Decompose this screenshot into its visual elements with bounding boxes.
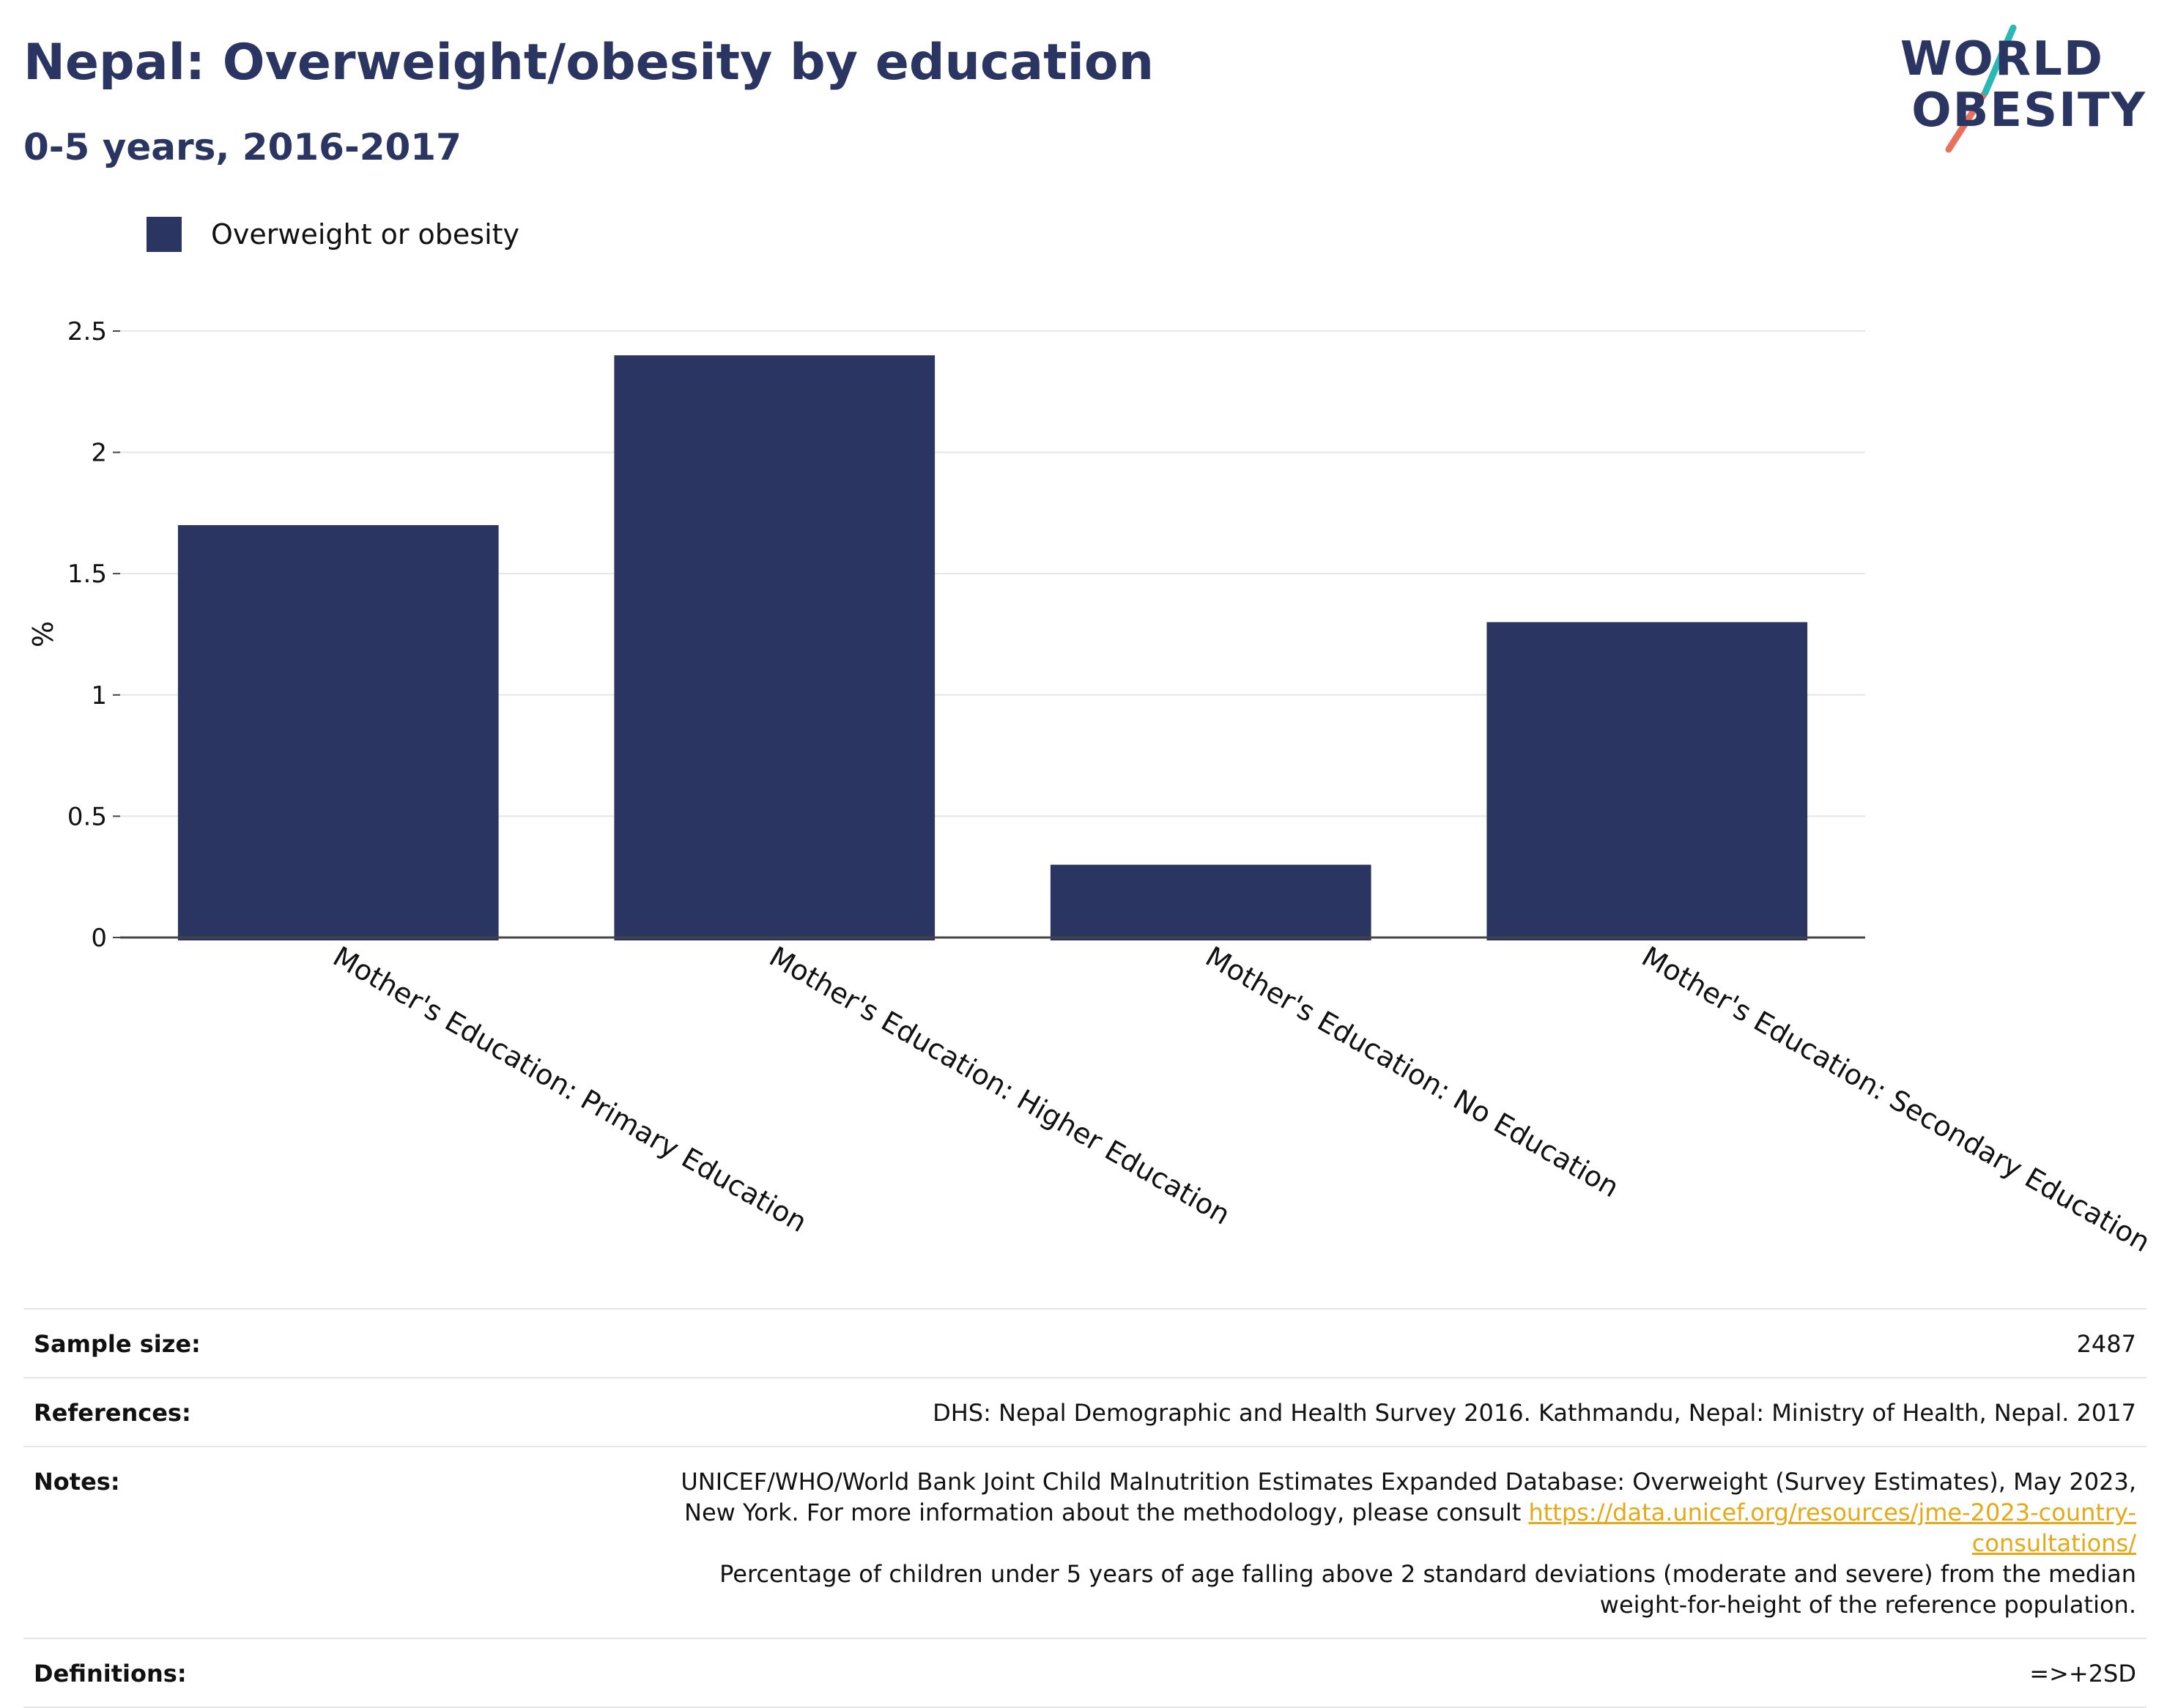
- info-table: Sample size: 2487 References: DHS: Nepal…: [23, 1308, 2146, 1708]
- x-tick-label: Mother's Education: No Education: [1200, 940, 1624, 1204]
- references-label: References:: [34, 1399, 191, 1427]
- y-tick-label: 2: [91, 439, 107, 468]
- notes-text-1: UNICEF/WHO/World Bank Joint Child Malnut…: [681, 1468, 2136, 1526]
- sample-size-label: Sample size:: [34, 1330, 201, 1358]
- y-tick-label: 1.5: [67, 560, 107, 589]
- notes-text-2: Percentage of children under 5 years of …: [719, 1560, 2136, 1619]
- sample-size-value: 2487: [2076, 1330, 2136, 1358]
- definitions-label: Definitions:: [34, 1660, 187, 1687]
- x-tick-label: Mother's Education: Primary Education: [327, 940, 812, 1239]
- bar: [1050, 864, 1371, 940]
- logo-line-1: WORLD: [1900, 32, 2104, 86]
- references-row: References: DHS: Nepal Demographic and H…: [23, 1377, 2146, 1446]
- y-axis-label: %: [27, 621, 59, 647]
- notes-row: Notes: UNICEF/WHO/World Bank Joint Child…: [23, 1446, 2146, 1638]
- x-tick-label: Mother's Education: Secondary Education: [1637, 940, 2156, 1259]
- bar: [1486, 622, 1808, 940]
- y-tick-label: 1: [91, 681, 107, 710]
- notes-value: UNICEF/WHO/World Bank Joint Child Malnut…: [627, 1466, 2136, 1620]
- bar: [614, 355, 936, 940]
- legend-label: Overweight or obesity: [211, 218, 520, 250]
- bar-chart: 0 0.5 1 1.5 2 2.5% Mother's Education: Primary…: [27, 317, 2156, 1259]
- sample-size-row: Sample size: 2487: [23, 1308, 2146, 1377]
- chart-legend: Overweight or obesity: [147, 217, 519, 252]
- logo-line-2: OBESITY: [1911, 83, 2146, 138]
- chart-title: Nepal: Overweight/obesity by education: [23, 34, 1155, 92]
- x-tick-label: Mother's Education: Higher Education: [764, 940, 1236, 1231]
- legend-swatch: [147, 217, 182, 252]
- y-tick-label: 2.5: [67, 317, 107, 346]
- y-tick-label: 0: [91, 924, 107, 953]
- notes-label: Notes:: [34, 1468, 120, 1496]
- y-tick-label: 0.5: [67, 802, 107, 831]
- definitions-row: Definitions: =>+2SD: [23, 1638, 2146, 1708]
- definitions-value: =>+2SD: [2029, 1660, 2136, 1687]
- chart-subtitle: 0-5 years, 2016-2017: [23, 126, 462, 168]
- world-obesity-logo: WORLD OBESITY: [1900, 22, 2146, 154]
- notes-link[interactable]: https://data.unicef.org/resources/jme-20…: [1528, 1499, 2136, 1557]
- logo-slash-icon: [1945, 24, 2017, 153]
- bar: [177, 524, 499, 940]
- references-value: DHS: Nepal Demographic and Health Survey…: [933, 1399, 2136, 1427]
